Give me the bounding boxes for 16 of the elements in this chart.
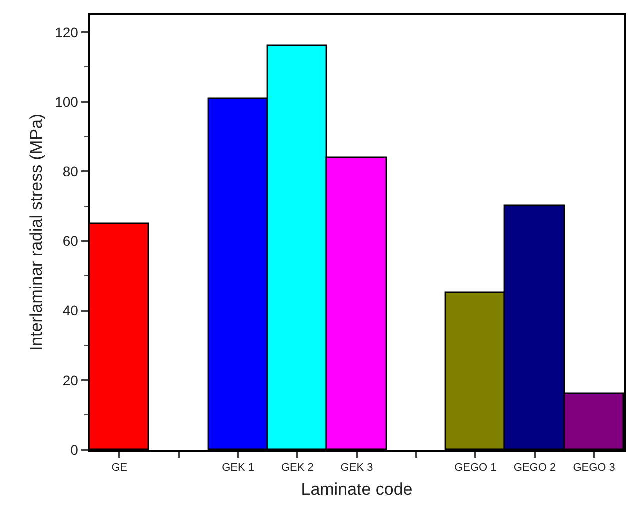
y-tick-label: 80 <box>62 164 79 180</box>
y-tick-label: 120 <box>55 24 79 40</box>
x-tick-label: GE <box>112 462 128 474</box>
y-tick-label: 0 <box>70 442 79 458</box>
x-tick-label: GEK 3 <box>340 462 374 474</box>
y-axis-title: Interlaminar radial stress (MPa) <box>27 114 46 352</box>
x-tick-label: GEK 1 <box>222 462 255 474</box>
y-tick-label: 40 <box>62 302 79 319</box>
x-tick-label: GEGO 2 <box>514 462 556 474</box>
x-tick-label: GEGO 3 <box>573 462 616 474</box>
x-axis-title: Laminate code <box>301 480 413 499</box>
x-tick-label: GEK 2 <box>281 462 314 474</box>
y-tick-label: 100 <box>55 94 79 110</box>
y-tick-label: 60 <box>62 233 79 250</box>
y-tick-label: 20 <box>62 372 79 388</box>
x-tick-label: GEGO 1 <box>454 462 497 474</box>
